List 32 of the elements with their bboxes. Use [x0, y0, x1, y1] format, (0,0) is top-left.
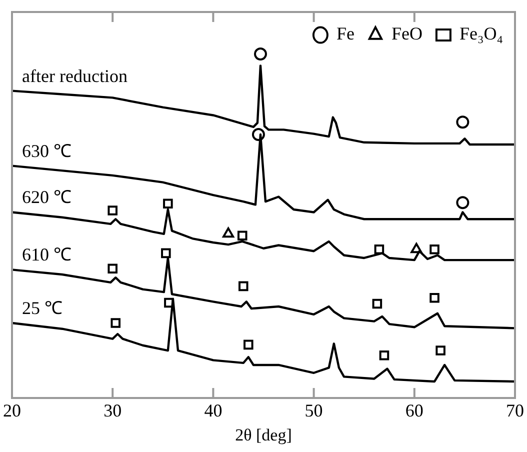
point	[108, 264, 118, 274]
point	[108, 206, 118, 216]
series-label: after reduction	[22, 66, 128, 86]
point	[163, 198, 173, 209]
point	[222, 227, 234, 238]
point	[456, 196, 470, 210]
x-tick-label: 20	[3, 400, 21, 421]
series-label: 620 ℃	[22, 187, 72, 208]
point	[237, 230, 248, 241]
point	[379, 350, 390, 360]
x-tick-label: 60	[405, 400, 424, 421]
x-tick-label: 50	[304, 400, 323, 421]
point	[254, 48, 267, 60]
series-label: 25 ℃	[22, 298, 62, 318]
point	[161, 248, 171, 258]
x-tick-label: 40	[204, 400, 222, 421]
legend-label: Fe₃O₄	[459, 24, 504, 44]
x-axis-title: 2θ [deg]	[235, 425, 292, 444]
point	[436, 346, 446, 356]
point	[456, 116, 470, 129]
legend-label: FeO	[391, 24, 422, 44]
series-label: 610 ℃	[22, 244, 72, 265]
point	[238, 281, 248, 292]
point	[430, 244, 440, 254]
series-label: 630 ℃	[22, 140, 72, 161]
x-tick-label: 70	[506, 400, 524, 421]
point	[244, 340, 254, 350]
point	[372, 298, 382, 309]
x-tick-label: 30	[104, 400, 122, 421]
point	[110, 318, 121, 328]
legend-label: Fe	[336, 24, 354, 44]
point	[430, 293, 440, 303]
